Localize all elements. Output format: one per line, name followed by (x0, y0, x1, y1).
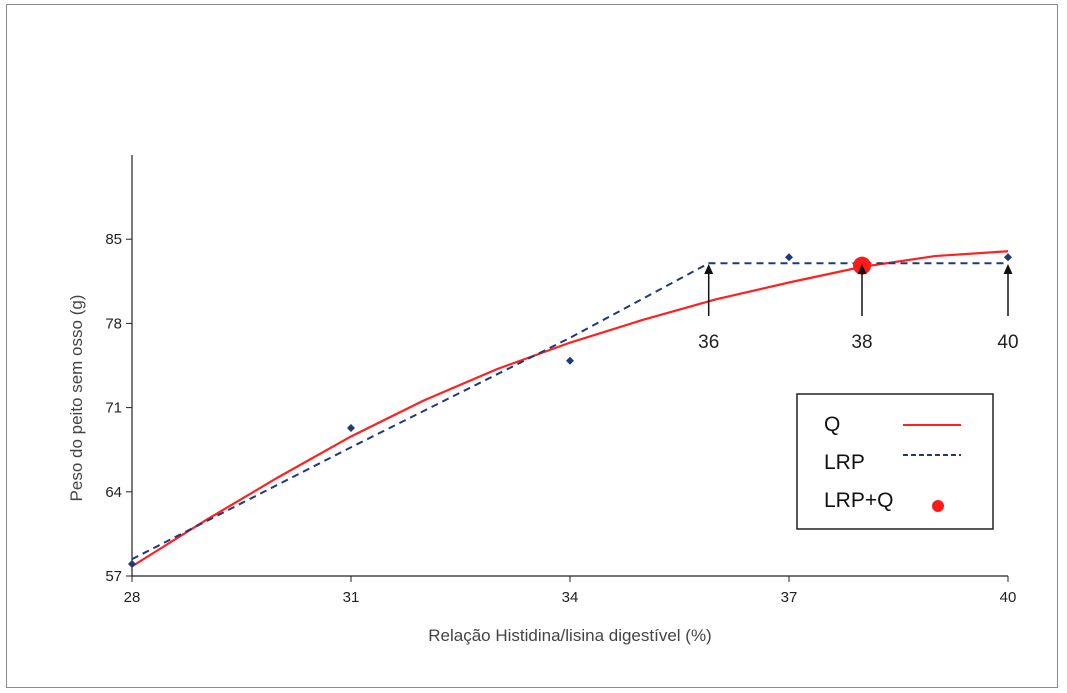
x-axis-ticks: 28 31 34 37 40 (124, 576, 1017, 606)
observed-point (566, 356, 574, 365)
observed-point (1004, 253, 1012, 262)
annotation-label: 36 (698, 332, 719, 353)
x-axis-title: Relação Histidina/lisina digestível (%) (428, 626, 711, 645)
legend-label-lrp-q: LRP+Q (824, 489, 893, 512)
annotation-arrowhead (857, 264, 867, 274)
y-tick-label: 78 (105, 315, 122, 332)
x-tick-label: 34 (562, 589, 579, 606)
chart-frame (6, 4, 1058, 688)
annotation-label: 40 (997, 332, 1018, 353)
y-tick-label: 64 (105, 484, 122, 501)
x-tick-label: 40 (1000, 589, 1017, 606)
annotation-arrowhead (1003, 264, 1013, 274)
observed-point (347, 424, 355, 433)
x-tick-label: 31 (343, 589, 360, 606)
observed-point (785, 253, 793, 262)
annotation-arrowhead (704, 264, 714, 274)
y-tick-label: 71 (105, 400, 122, 417)
x-tick-label: 37 (781, 589, 798, 606)
x-tick-label: 28 (124, 589, 141, 606)
y-tick-label: 85 (105, 231, 122, 248)
legend: Q LRP LRP+Q (796, 393, 994, 530)
series-lrp-line (131, 262, 1008, 561)
legend-box (796, 393, 994, 530)
annotation-label: 38 (851, 332, 872, 353)
legend-label-lrp: LRP (824, 451, 865, 474)
y-tick-label: 57 (105, 568, 122, 585)
y-axis-ticks: 57 64 71 78 85 (105, 231, 132, 585)
observed-point (128, 559, 136, 568)
annotations: 36 38 40 (698, 264, 1019, 353)
legend-swatch-lrp-q (932, 500, 944, 512)
y-axis-title: Peso do peito sem osso (g) (67, 295, 86, 502)
legend-label-q: Q (824, 413, 840, 436)
